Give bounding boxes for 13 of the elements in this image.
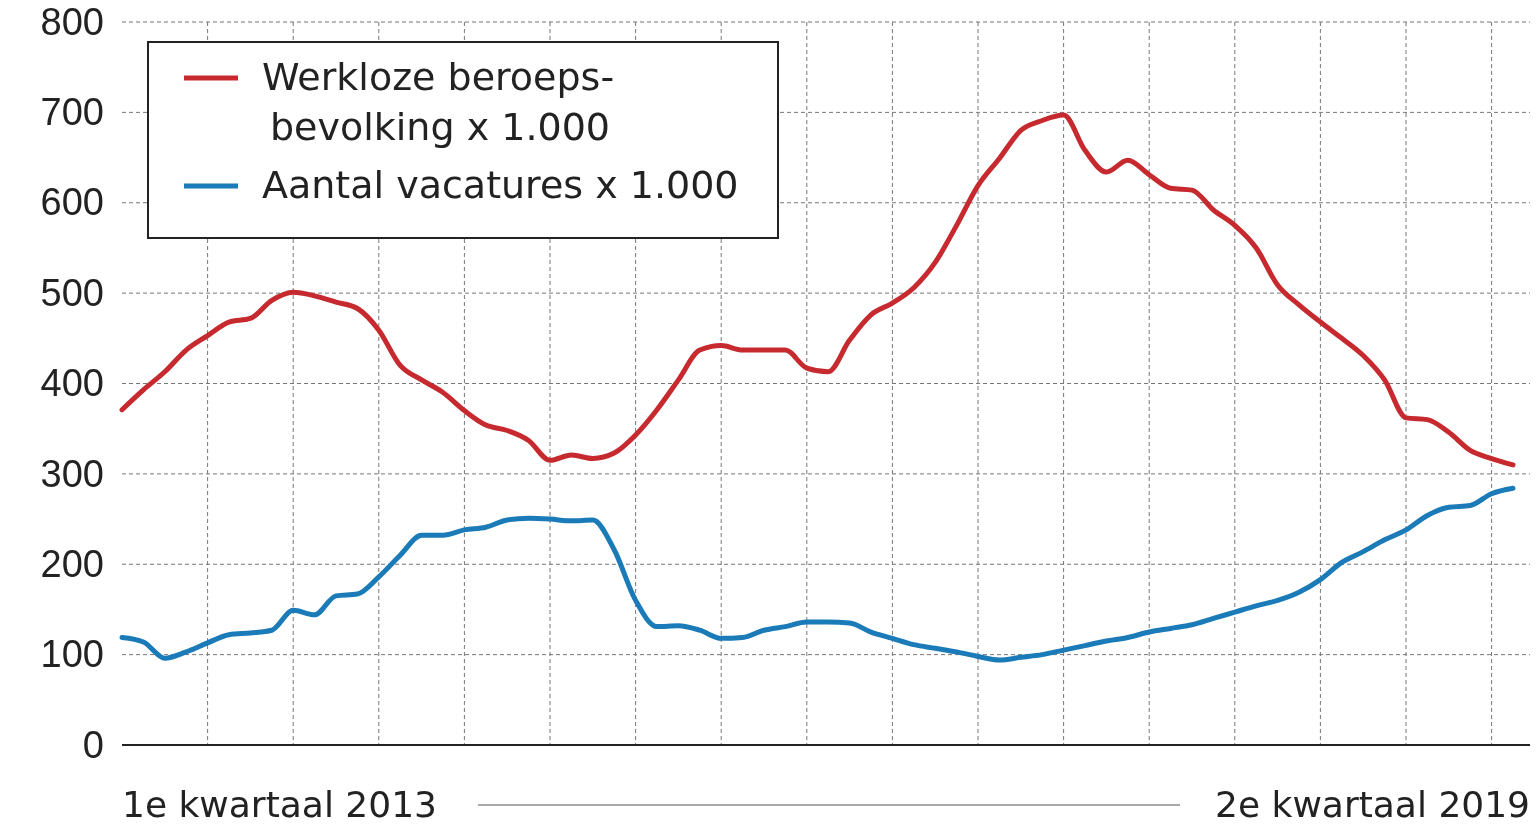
y-tick-label: 100 [40, 633, 104, 676]
y-tick-label: 700 [40, 91, 104, 134]
y-tick-label: 500 [40, 271, 104, 314]
y-tick-label: 400 [40, 362, 104, 405]
y-tick-label: 600 [40, 181, 104, 224]
y-tick-label: 200 [40, 542, 104, 585]
legend-label: Werkloze beroeps-bevolking x 1.000 [262, 55, 615, 149]
text: 1e kwartaal 2013 [122, 784, 437, 825]
text: 2e kwartaal 2019 [1215, 784, 1530, 825]
legend-label: Aantal vacatures x 1.000 [262, 163, 739, 207]
y-tick-label: 300 [40, 452, 104, 495]
y-tick-label: 800 [40, 0, 104, 43]
y-tick-label: 0 [82, 723, 104, 766]
